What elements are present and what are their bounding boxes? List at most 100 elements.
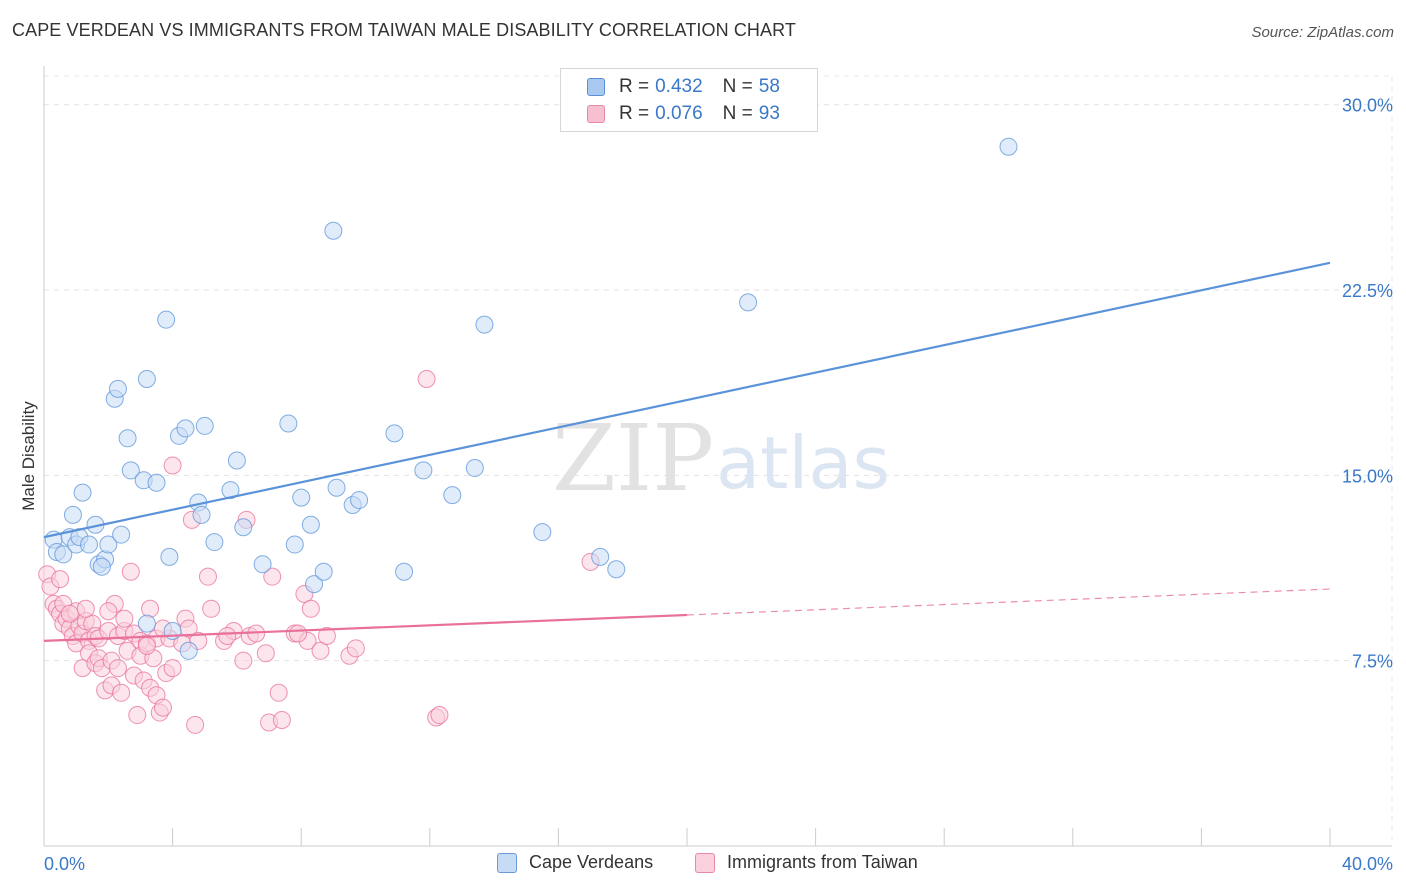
cape-verdean-point <box>179 641 198 660</box>
cape-verdean-point <box>137 614 156 633</box>
cape-verdean-point <box>395 562 414 581</box>
taiwan-point <box>234 651 253 670</box>
taiwan-point <box>317 626 336 645</box>
cape-verdean-point <box>137 369 156 388</box>
cape-verdean-point <box>279 414 298 433</box>
taiwan-point <box>128 706 147 725</box>
taiwan-point <box>115 609 134 628</box>
cape-verdean-point <box>54 545 73 564</box>
taiwan-point <box>112 683 131 702</box>
cape-verdean-point <box>314 562 333 581</box>
y-tick-label: 22.5% <box>1342 281 1393 301</box>
taiwan-point <box>137 636 156 655</box>
taiwan-point <box>269 683 288 702</box>
cape-verdean-point <box>475 315 494 334</box>
cape-verdean-point <box>385 424 404 443</box>
legend-r-value: 0.432 <box>655 76 703 97</box>
cape-verdean-point <box>99 535 118 554</box>
cape-verdean-point <box>285 535 304 554</box>
gridlines <box>44 75 1393 846</box>
cape-verdean-point <box>301 515 320 534</box>
cape-verdean-point <box>292 488 311 507</box>
cape-verdean-point <box>253 555 272 574</box>
axes <box>43 66 1392 847</box>
taiwan-point <box>263 567 282 586</box>
cape-verdean-point <box>195 416 214 435</box>
cape-verdean-point <box>414 461 433 480</box>
cape-verdean-point <box>227 451 246 470</box>
bottom-legend-label: Immigrants from Taiwan <box>727 852 918 872</box>
trend-lines <box>43 261 1331 643</box>
cape-verdean-point <box>121 461 140 480</box>
taiwan-point <box>417 369 436 388</box>
cape-verdean-point <box>80 535 99 554</box>
taiwan-point <box>198 567 217 586</box>
bottom-legend-swatch-blue <box>497 852 517 873</box>
cape-verdean-point <box>176 419 195 438</box>
legend-r-label: R = <box>619 103 650 124</box>
legend-n-label: N = <box>722 103 753 124</box>
cape-verdean-point <box>192 505 211 524</box>
taiwan-point <box>121 562 140 581</box>
cape-verdean-point <box>324 221 343 240</box>
cape-verdean-point <box>739 293 758 312</box>
legend-row-cape-verdeans: R = 0.432 N = 58 <box>587 74 780 100</box>
cape-verdean-point <box>147 473 166 492</box>
legend-swatch-pink <box>587 105 605 123</box>
taiwan-point <box>76 599 95 618</box>
source-label: Source: ZipAtlas.com <box>1251 24 1394 41</box>
y-tick-label: 30.0% <box>1342 96 1393 116</box>
watermark-zip: ZIP <box>552 405 714 512</box>
y-tick-label: 7.5% <box>1352 652 1393 672</box>
taiwan-point <box>186 715 205 734</box>
taiwan-point <box>301 599 320 618</box>
cape-verdean-point <box>92 557 111 576</box>
y-axis-title: Male Disability <box>19 401 38 511</box>
legend-r-label: R = <box>619 76 650 97</box>
taiwan-point <box>272 710 291 729</box>
legend-swatch-blue <box>587 78 605 96</box>
cape-verdean-point <box>73 483 92 502</box>
taiwan-point <box>99 602 118 621</box>
y-tick-labels: 7.5% 15.0% 22.5% 30.0% <box>1342 96 1393 672</box>
taiwan-point <box>163 659 182 678</box>
bottom-legend-swatch-pink <box>695 852 715 873</box>
taiwan-point <box>51 570 70 589</box>
taiwan-point <box>256 644 275 663</box>
cape-verdean-point <box>465 458 484 477</box>
watermark: ZIP atlas <box>552 405 890 512</box>
cape-verdean-point <box>205 533 224 552</box>
legend: R = 0.432 N = 58 R = 0.076 N = 93 <box>560 68 818 132</box>
cape-verdean-trend-line <box>43 261 1331 539</box>
chart-title: CAPE VERDEAN VS IMMIGRANTS FROM TAIWAN M… <box>12 20 796 40</box>
legend-n-value: 58 <box>758 76 780 97</box>
taiwan-point <box>430 706 449 725</box>
bottom-legend-cape-verdeans: Cape Verdeans <box>497 852 653 873</box>
cape-verdean-point <box>591 547 610 566</box>
taiwan-point <box>60 604 79 623</box>
taiwan-point <box>153 698 172 717</box>
cape-verdean-point <box>234 518 253 537</box>
cape-verdean-point <box>533 523 552 542</box>
taiwan-point <box>218 626 237 645</box>
cape-verdean-point <box>327 478 346 497</box>
y-tick-label: 15.0% <box>1342 466 1393 486</box>
bottom-legend-label: Cape Verdeans <box>529 852 654 872</box>
taiwan-trend-line-extension <box>686 588 1331 616</box>
cape-verdean-point <box>63 505 82 524</box>
cape-verdean-point <box>305 575 324 594</box>
taiwan-point <box>311 641 330 660</box>
bottom-legend-taiwan: Immigrants from Taiwan <box>695 852 918 873</box>
cape-verdean-point <box>118 429 137 448</box>
legend-n-label: N = <box>722 76 753 97</box>
x-tick-labels: 0.0% 40.0% <box>44 854 1393 874</box>
legend-row-taiwan: R = 0.076 N = 93 <box>587 101 780 127</box>
taiwan-point <box>141 599 160 618</box>
cape-verdean-point <box>350 491 369 510</box>
x-tick-label: 40.0% <box>1342 854 1393 874</box>
legend-n-value: 93 <box>758 103 780 124</box>
bottom-legend: Cape Verdeans Immigrants from Taiwan <box>0 850 1406 878</box>
taiwan-point <box>163 456 182 475</box>
cape-verdean-point <box>607 560 626 579</box>
